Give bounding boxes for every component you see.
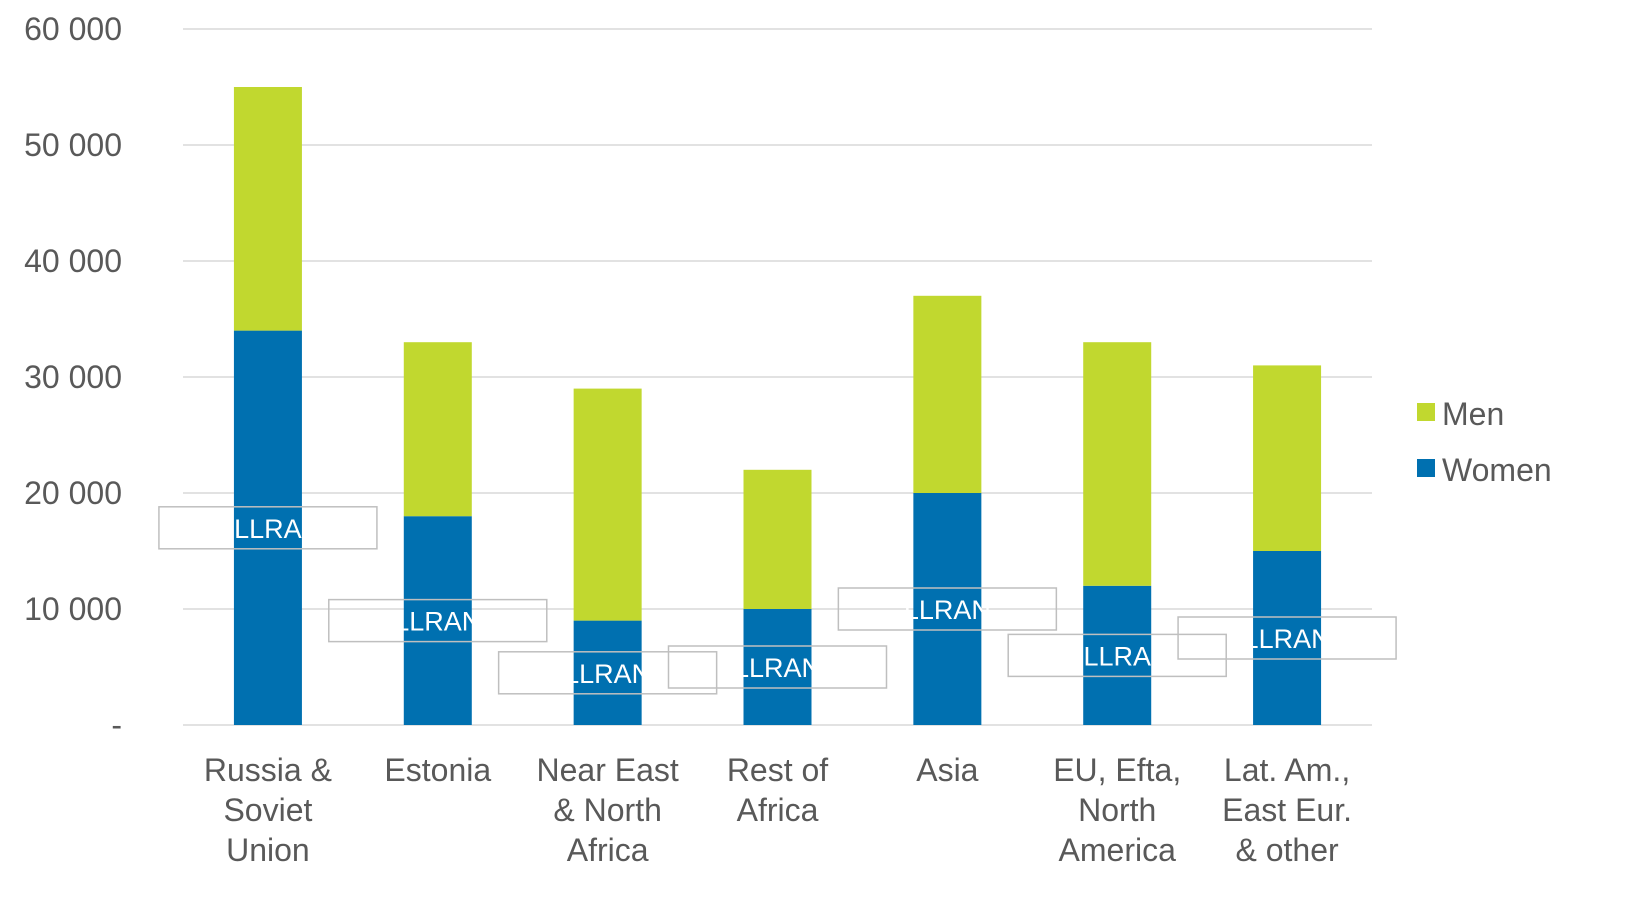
data-label: LLRAN — [734, 653, 821, 683]
data-label: LLRA — [234, 514, 302, 544]
data-label-box — [328, 598, 548, 643]
y-tick-label: 30 000 — [24, 359, 122, 395]
legend-label-women: Women — [1442, 452, 1552, 488]
x-tick-label: America — [1059, 832, 1177, 868]
bar-men — [403, 342, 472, 517]
legend-swatch-men — [1417, 403, 1435, 421]
bars — [233, 87, 1322, 725]
bar-women — [1253, 551, 1322, 725]
y-tick-label: 50 000 — [24, 127, 122, 163]
x-tick-label: Asia — [916, 752, 978, 788]
x-tick-label: EU, Efta, — [1053, 752, 1181, 788]
x-tick-label: Russia & — [204, 752, 332, 788]
x-tick-label: & North — [553, 792, 661, 828]
bar-women — [913, 493, 982, 725]
x-tick-label: East Eur. — [1222, 792, 1352, 828]
x-axis: Russia & Soviet Union Estonia Near East & Nor… — [204, 752, 1352, 868]
bar-men — [1083, 342, 1152, 586]
y-axis: - 10 000 20 000 30 000 40 000 50 000 60 000 — [24, 11, 122, 743]
y-tick-label: 40 000 — [24, 243, 122, 279]
data-label: LLRAN — [394, 607, 481, 637]
bar-men — [233, 87, 302, 331]
bar-women — [403, 516, 472, 725]
data-label-box — [158, 506, 378, 550]
bar-men — [743, 469, 812, 609]
x-tick-label: Soviet — [223, 792, 312, 828]
y-tick-label: 60 000 — [24, 11, 122, 47]
bar-women — [743, 609, 812, 725]
y-tick-label: - — [111, 707, 122, 743]
data-label-box — [1177, 616, 1397, 660]
data-label-box — [497, 651, 718, 695]
bar-women — [233, 330, 302, 725]
x-tick-label: Africa — [737, 792, 819, 828]
bar-men — [1253, 365, 1322, 551]
y-tick-label: 20 000 — [24, 475, 122, 511]
x-tick-label: Estonia — [384, 752, 491, 788]
x-tick-label: Union — [226, 832, 310, 868]
x-tick-label: North — [1078, 792, 1156, 828]
x-tick-label: Rest of — [727, 752, 828, 788]
data-label: LLRAN — [564, 659, 651, 689]
x-tick-label: Near East — [537, 752, 679, 788]
legend-label-men: Men — [1442, 396, 1504, 432]
x-tick-label: & other — [1235, 832, 1339, 868]
x-tick-label: Lat. Am., — [1224, 752, 1350, 788]
y-tick-label: 10 000 — [24, 591, 122, 627]
data-label: LLRA — [1083, 641, 1151, 671]
bar-women — [1083, 585, 1152, 725]
data-label-box — [1007, 633, 1227, 678]
x-tick-label: Africa — [567, 832, 649, 868]
bar-men — [913, 295, 982, 493]
legend: Men Women — [1417, 396, 1552, 488]
legend-swatch-women — [1417, 459, 1435, 477]
data-label-box — [837, 587, 1058, 631]
data-label-box — [667, 645, 888, 689]
bar-women — [573, 620, 642, 725]
data-labels: LLRA LLRAN LLRAN LLRAN LLRAN LLRA LLRAN — [158, 506, 1397, 695]
data-label: LLRAN — [1244, 624, 1331, 654]
bar-men — [573, 388, 642, 621]
data-label: LLRAN — [904, 595, 991, 625]
